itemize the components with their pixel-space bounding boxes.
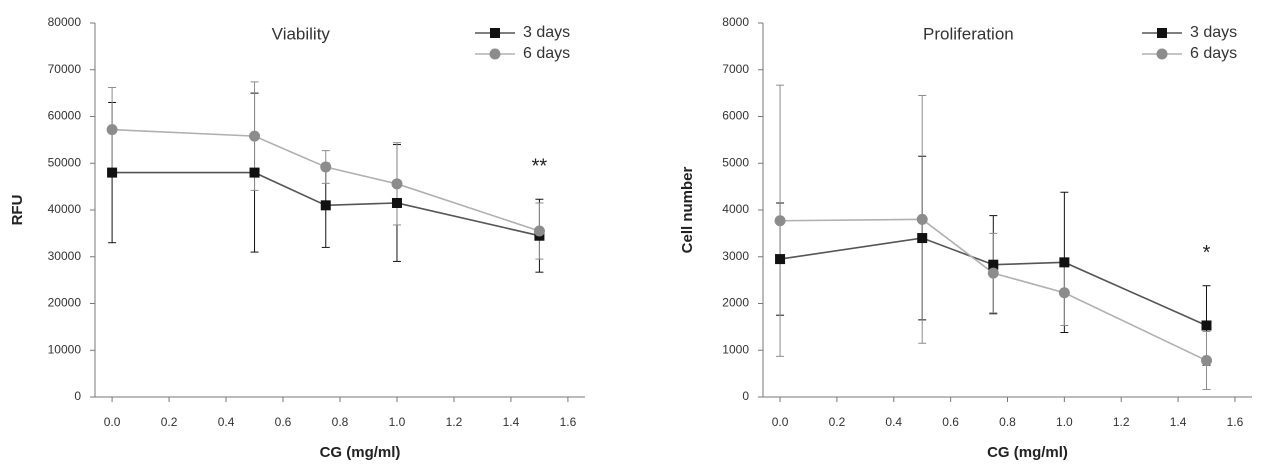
data-point [106,124,118,136]
x-tick-label: 1.2 [1113,415,1130,429]
y-tick-label: 0 [742,389,749,403]
x-tick-label: 0.2 [161,415,178,429]
x-tick-label: 1.6 [560,415,577,429]
x-tick-label: 0.6 [942,415,959,429]
y-tick-label: 0 [74,389,81,403]
x-tick-label: 0.0 [772,415,789,429]
data-point [391,178,403,190]
annotation: * [1203,242,1211,264]
y-tick-label: 7000 [722,62,749,76]
legend-marker [1156,48,1168,60]
y-tick-label: 4000 [722,202,749,216]
y-tick-label: 70000 [48,62,82,76]
y-axis-title: Cell number [679,166,696,253]
annotation: ** [532,156,548,178]
data-point [249,167,260,178]
y-tick-label: 40000 [48,202,82,216]
data-point [391,197,402,208]
y-tick-label: 8000 [722,15,749,29]
y-tick-label: 50000 [48,155,82,169]
legend-label: 3 days [1190,24,1237,41]
x-tick-label: 0.4 [885,415,902,429]
data-point [320,161,332,173]
plot: 0 1000 2000 3000 4000 5000 6000 7000 8000 0.0 0.2 0… [679,15,1252,461]
x-tick-label: 1.2 [446,415,463,429]
y-tick-label: 5000 [722,155,749,169]
data-point [917,233,928,244]
data-point [916,213,928,225]
x-tick-label: 0.8 [332,415,349,429]
chart-title: Proliferation [923,24,1014,43]
y-axis-title: RFU [9,195,26,226]
legend-label: 6 days [523,45,570,62]
x-tick-label: 1.0 [1056,415,1073,429]
y-tick-label: 6000 [722,109,749,123]
data-point [988,259,999,270]
x-axis-title: CG (mg/ml) [320,444,401,461]
plot: 0 10000 20000 30000 40000 50000 60000 70000 8000… [9,15,585,461]
y-tick-label: 1000 [722,342,749,356]
legend-marker [489,48,501,60]
y-tick-label: 2000 [722,296,749,310]
x-tick-label: 0.2 [829,415,846,429]
data-point [1059,257,1070,268]
x-tick-label: 1.4 [1170,415,1187,429]
y-tick-label: 80000 [48,15,82,29]
data-point [533,225,545,237]
data-point [249,130,261,142]
y-tick-label: 30000 [48,249,82,263]
x-tick-label: 0.4 [218,415,235,429]
y-tick-label: 20000 [48,296,82,310]
y-tick-label: 10000 [48,342,82,356]
y-tick-label: 60000 [48,109,82,123]
data-point [1201,320,1212,331]
legend-label: 3 days [523,24,570,41]
x-tick-label: 1.4 [503,415,520,429]
legend-marker [1157,28,1167,38]
x-tick-label: 0.0 [104,415,121,429]
chart-title: Viability [272,24,331,43]
data-point [107,167,118,178]
x-tick-label: 1.0 [389,415,406,429]
y-tick-label: 3000 [722,249,749,263]
data-point [1058,287,1070,299]
data-point [1201,355,1213,367]
legend-marker [490,28,500,38]
data-point [774,215,786,227]
data-point [320,200,331,211]
x-tick-label: 0.6 [275,415,292,429]
legend-label: 6 days [1190,45,1237,62]
data-point [987,267,999,279]
x-tick-label: 1.6 [1227,415,1244,429]
data-point [775,254,786,265]
x-axis-title: CG (mg/ml) [987,444,1068,461]
x-tick-label: 0.8 [999,415,1016,429]
